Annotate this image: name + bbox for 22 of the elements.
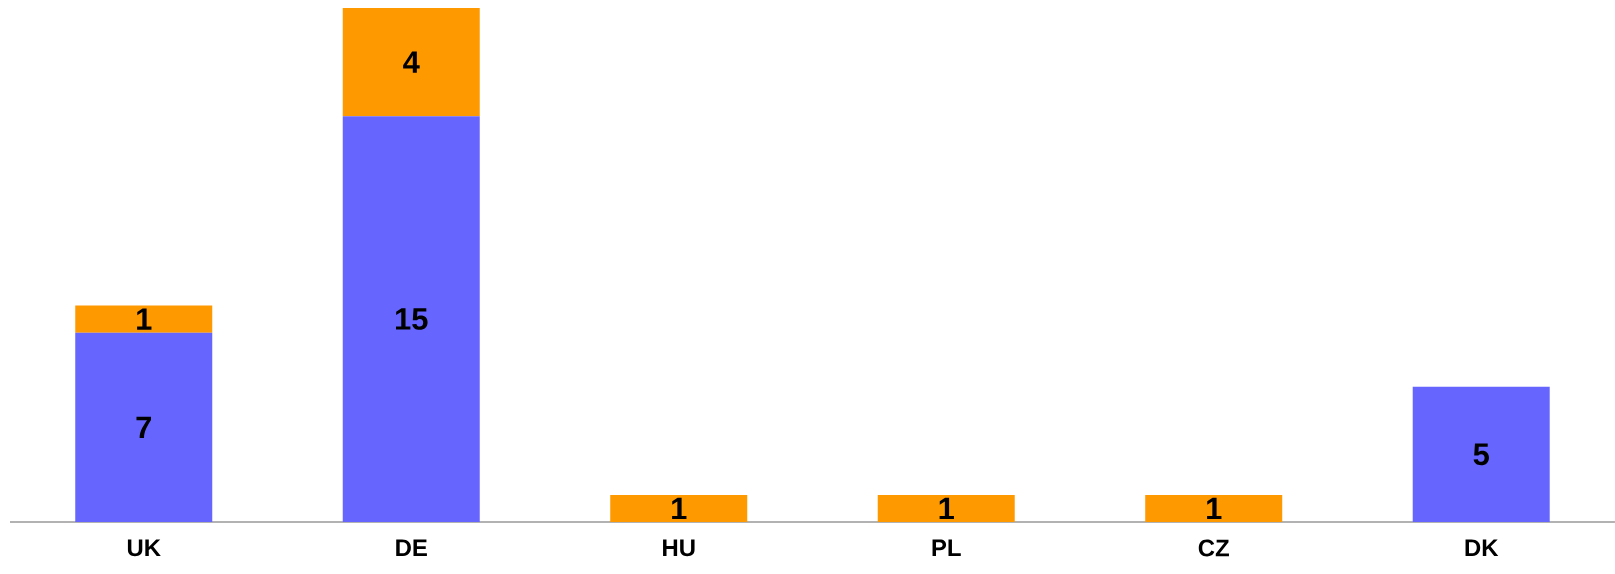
x-tick-label: CZ (1198, 539, 1229, 557)
x-tick-label: DE (396, 539, 427, 556)
x-tick-label: DK (1465, 539, 1499, 556)
data-label: 1 (137, 308, 152, 330)
bar (75, 305, 213, 333)
bar (877, 494, 1015, 522)
bar (342, 8, 480, 117)
x-tick-label: HU (663, 539, 695, 557)
data-label: 1 (939, 497, 954, 520)
bar (75, 332, 213, 522)
data-label: 1 (1207, 497, 1222, 520)
data-label: 5 (1473, 443, 1489, 466)
bar (1412, 386, 1550, 522)
data-label: 7 (136, 416, 151, 438)
x-tick-label: PL (932, 539, 961, 556)
bar (610, 494, 748, 522)
bar (342, 116, 480, 522)
data-label: 4 (403, 51, 420, 73)
data-label: 1 (672, 497, 687, 520)
data-label: 15 (396, 308, 428, 330)
bar (1145, 494, 1283, 522)
x-tick-label: UK (127, 539, 161, 557)
